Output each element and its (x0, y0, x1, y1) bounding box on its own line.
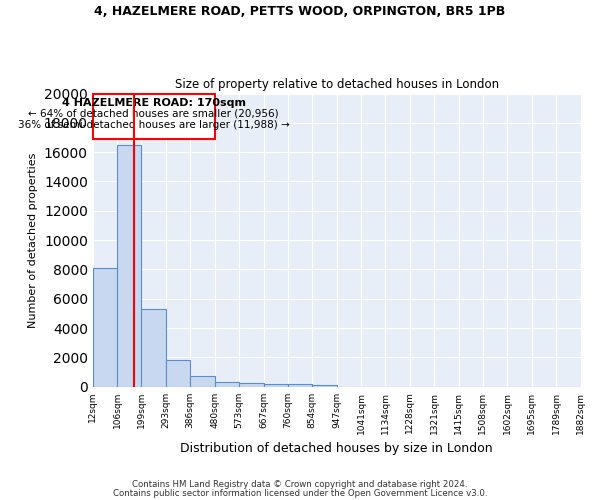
FancyBboxPatch shape (92, 94, 215, 139)
Text: Contains HM Land Registry data © Crown copyright and database right 2024.: Contains HM Land Registry data © Crown c… (132, 480, 468, 489)
Title: Size of property relative to detached houses in London: Size of property relative to detached ho… (175, 78, 499, 91)
Text: ← 64% of detached houses are smaller (20,956): ← 64% of detached houses are smaller (20… (28, 108, 279, 118)
Text: 4, HAZELMERE ROAD, PETTS WOOD, ORPINGTON, BR5 1PB: 4, HAZELMERE ROAD, PETTS WOOD, ORPINGTON… (94, 5, 506, 18)
Bar (142, 309, 166, 386)
Bar (288, 384, 313, 386)
Text: 4 HAZELMERE ROAD: 170sqm: 4 HAZELMERE ROAD: 170sqm (62, 98, 246, 108)
Bar (263, 384, 288, 386)
Bar (166, 360, 190, 386)
Text: Contains public sector information licensed under the Open Government Licence v3: Contains public sector information licen… (113, 488, 487, 498)
Bar (92, 268, 117, 386)
Text: 36% of semi-detached houses are larger (11,988) →: 36% of semi-detached houses are larger (… (18, 120, 290, 130)
Y-axis label: Number of detached properties: Number of detached properties (28, 152, 38, 328)
Bar (117, 145, 142, 386)
Bar (239, 384, 263, 386)
X-axis label: Distribution of detached houses by size in London: Distribution of detached houses by size … (180, 442, 493, 455)
Bar (313, 384, 337, 386)
Bar (190, 376, 215, 386)
Bar (215, 382, 239, 386)
